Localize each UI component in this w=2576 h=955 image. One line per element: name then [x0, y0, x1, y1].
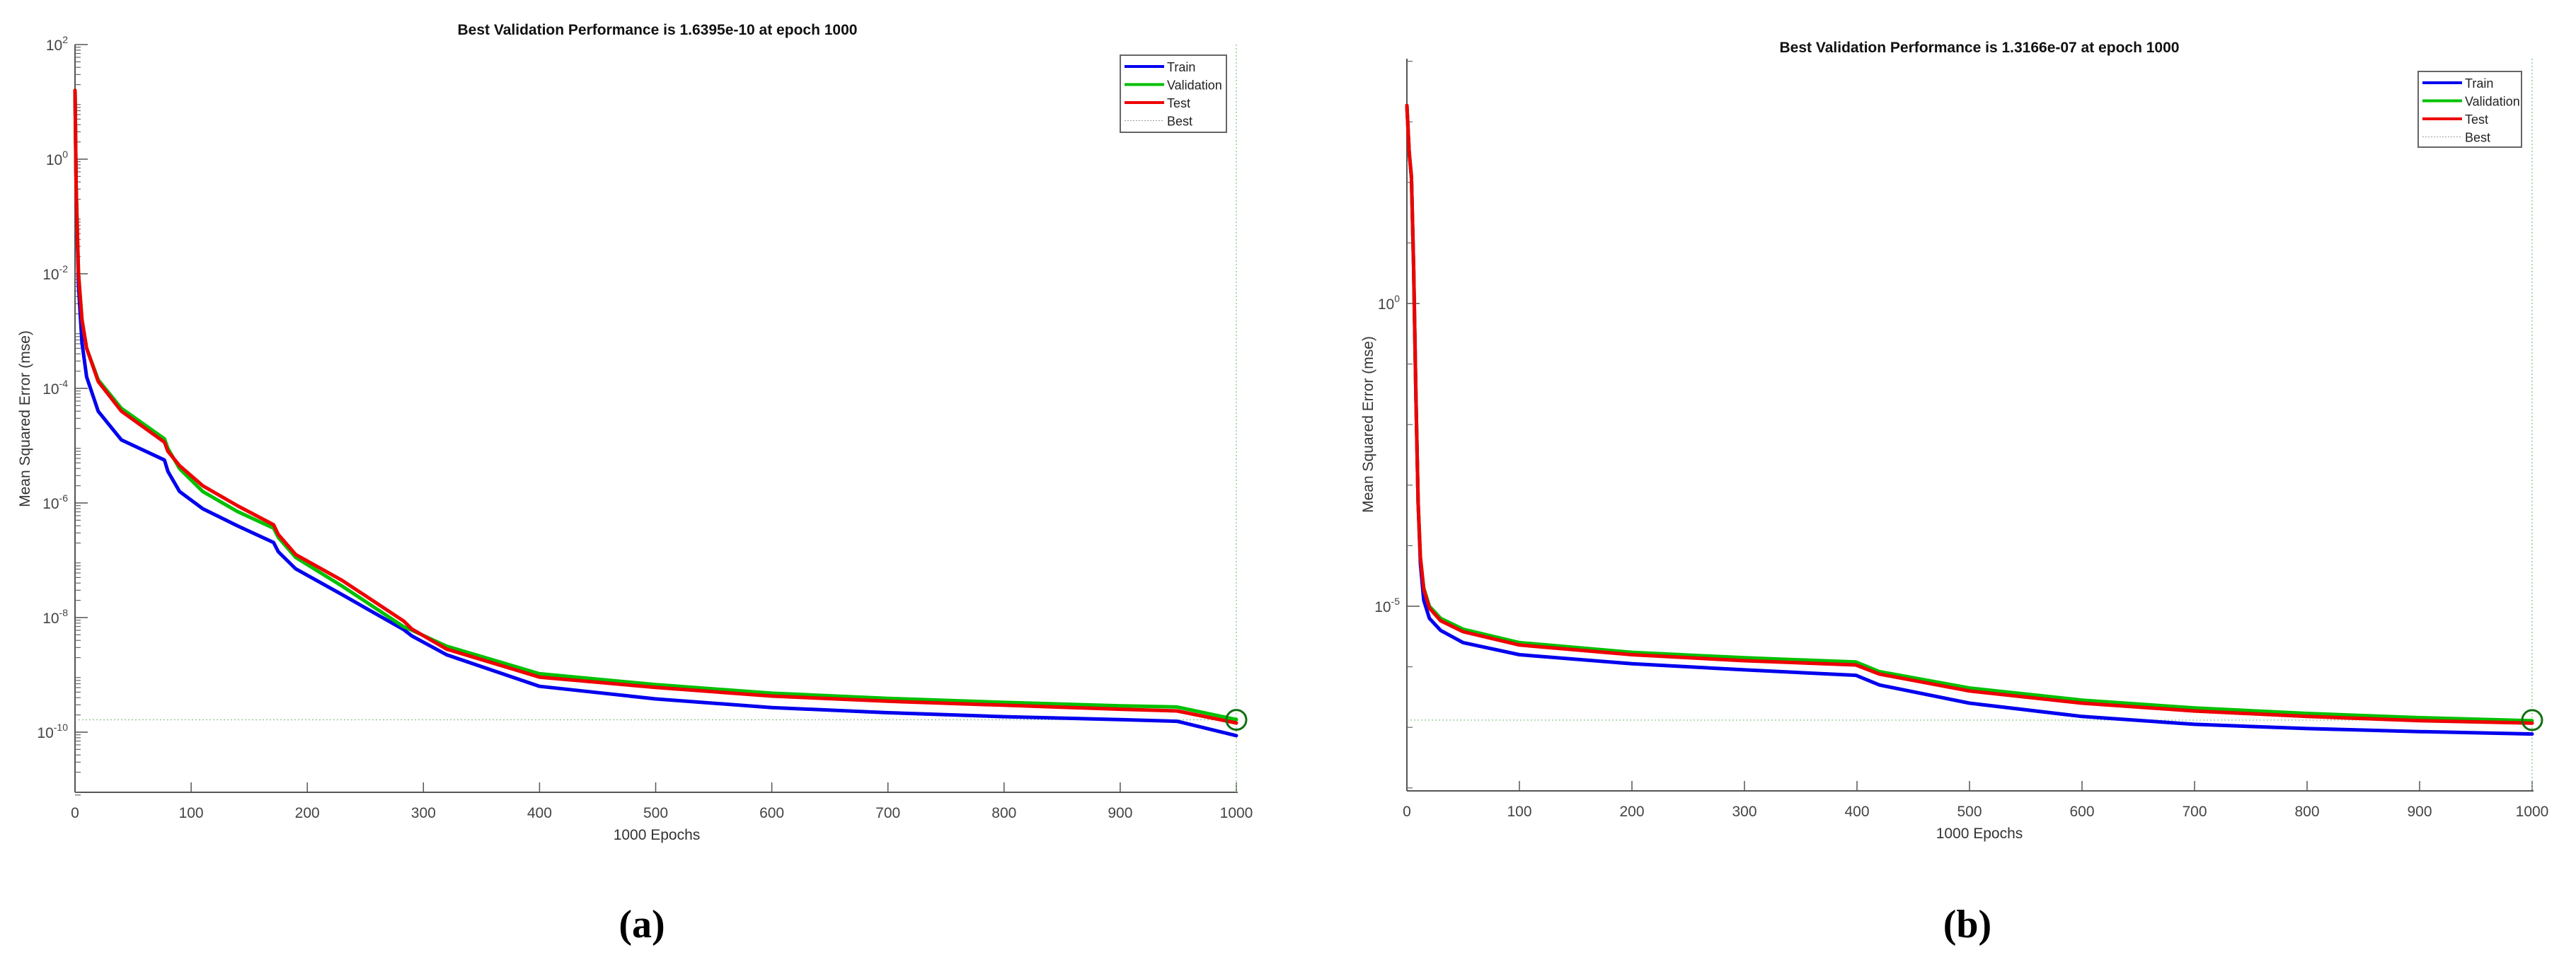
- x-tick-label: 600: [759, 805, 784, 821]
- chart-a-x-axis-label: 1000 Epochs: [614, 827, 701, 843]
- legend-label-best: Best: [2465, 131, 2490, 145]
- y-tick-label: 100: [46, 149, 68, 168]
- x-tick-label: 600: [2069, 804, 2094, 820]
- x-tick-label: 800: [2294, 804, 2319, 820]
- chart-a-title: Best Validation Performance is 1.6395e-1…: [458, 22, 858, 38]
- legend-label-train: Train: [1167, 60, 1195, 74]
- best-marker-circle: [2521, 709, 2543, 731]
- y-tick-label: 102: [46, 34, 68, 54]
- y-tick-label: 10-6: [42, 492, 68, 512]
- y-tick-label: 10-8: [42, 607, 68, 627]
- best-marker-circle: [1225, 709, 1248, 731]
- x-tick-label: 500: [643, 805, 668, 821]
- series-validation: [73, 88, 1238, 722]
- series-test: [73, 88, 1238, 725]
- chart-b-panel-label: (b): [1943, 903, 1991, 947]
- y-tick-label: 10-10: [37, 722, 68, 741]
- legend-label-validation: Validation: [1167, 79, 1222, 93]
- chart-a: Best Validation Performance is 1.6395e-1…: [17, 22, 1253, 947]
- series-test: [1405, 103, 2534, 725]
- legend-label-test: Test: [1167, 96, 1190, 110]
- chart-a-legend: Train Validation Test Best: [1120, 54, 1227, 133]
- chart-b-plot-area: 0 100 200 300 400 500 600 700 800 900 1000 100 10-5: [1374, 59, 2548, 820]
- series-train: [73, 88, 1238, 738]
- x-tick-label: 0: [71, 805, 79, 821]
- x-tick-label: 800: [991, 805, 1016, 821]
- x-tick-label: 400: [1844, 804, 1869, 820]
- x-tick-label: 900: [2407, 804, 2432, 820]
- legend-label-best: Best: [1167, 115, 1192, 129]
- chart-b-x-axis-label: 1000 Epochs: [1936, 826, 2023, 842]
- y-tick-label: 10-4: [42, 378, 68, 398]
- x-tick-label: 400: [527, 805, 552, 821]
- x-tick-label: 100: [1507, 804, 1531, 820]
- series-validation: [1405, 103, 2534, 723]
- legend-label-validation: Validation: [2465, 95, 2520, 109]
- x-tick-label: 100: [179, 805, 204, 821]
- chart-a-y-axis-label: Mean Squared Error (mse): [17, 330, 33, 507]
- x-tick-label: 300: [411, 805, 436, 821]
- chart-b: Best Validation Performance is 1.3166e-0…: [1360, 40, 2548, 947]
- y-tick-label: 10-2: [42, 263, 68, 283]
- x-tick-label: 700: [875, 805, 900, 821]
- x-tick-label: 900: [1108, 805, 1132, 821]
- x-tick-label: 200: [1619, 804, 1644, 820]
- y-tick-label: 10-5: [1374, 596, 1400, 615]
- series-train: [1405, 103, 2534, 736]
- y-tick-label: 100: [1378, 293, 1400, 313]
- x-tick-label: 700: [2182, 804, 2207, 820]
- chart-a-plot-area: 0 100 200 300 400 500 600 700 800 900 1000 102 100 10…: [37, 34, 1253, 821]
- legend-label-test: Test: [2465, 112, 2488, 127]
- x-tick-label: 300: [1732, 804, 1756, 820]
- x-tick-label: 500: [1957, 804, 1982, 820]
- chart-b-y-axis-label: Mean Squared Error (mse): [1360, 336, 1376, 513]
- x-tick-label: 1000: [1220, 805, 1253, 821]
- x-tick-label: 1000: [2516, 804, 2549, 820]
- chart-b-title: Best Validation Performance is 1.3166e-0…: [1780, 40, 2180, 56]
- chart-a-panel-label: (a): [619, 903, 665, 947]
- legend-label-train: Train: [2465, 76, 2493, 91]
- chart-b-legend: Train Validation Test Best: [2417, 71, 2522, 148]
- x-tick-label: 0: [1403, 804, 1411, 820]
- legend-box: [1120, 54, 1227, 133]
- x-tick-label: 200: [295, 805, 320, 821]
